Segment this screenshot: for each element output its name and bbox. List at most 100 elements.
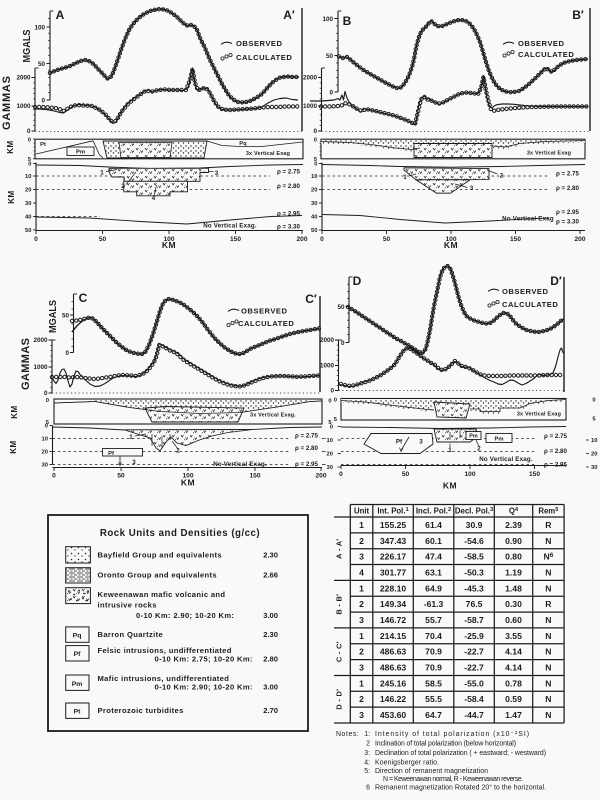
svg-text:Koenigsberger ratio.: Koenigsberger ratio.	[375, 760, 439, 767]
svg-text:2000: 2000	[16, 75, 31, 82]
svg-text:146.22: 146.22	[380, 694, 407, 704]
svg-text:70.4: 70.4	[425, 631, 442, 641]
svg-text:0: 0	[44, 390, 48, 397]
svg-text:A - A′: A - A′	[335, 539, 344, 559]
svg-text:47.4: 47.4	[425, 552, 442, 562]
svg-text:30.9: 30.9	[466, 520, 483, 530]
svg-text:0: 0	[339, 471, 343, 478]
svg-text:CALCULATED: CALCULATED	[502, 300, 558, 309]
svg-text:3:: 3:	[364, 750, 370, 757]
svg-text:3: 3	[132, 459, 136, 466]
svg-text:1: 1	[100, 169, 104, 176]
svg-text:228.10: 228.10	[380, 583, 407, 593]
svg-text:-22.7: -22.7	[464, 663, 484, 673]
svg-text:155.25: 155.25	[380, 520, 407, 530]
svg-text:Inclination of total polariza: Inclination of total polarization (below…	[375, 741, 516, 748]
svg-text:58.5: 58.5	[425, 678, 442, 688]
svg-text:GAMMAS: GAMMAS	[20, 338, 32, 390]
svg-text:3x Vertical Exag.: 3x Vertical Exag.	[250, 413, 296, 419]
svg-text:2: 2	[477, 446, 481, 453]
svg-text:4:: 4:	[364, 760, 370, 767]
svg-text:100: 100	[445, 236, 456, 243]
svg-text:3.00: 3.00	[263, 611, 278, 620]
svg-text:100: 100	[464, 471, 475, 478]
svg-text:ρ = 2.75: ρ = 2.75	[277, 168, 300, 175]
svg-text:Pt: Pt	[40, 142, 46, 148]
svg-text:0.90: 0.90	[505, 536, 522, 546]
svg-text:C′: C′	[305, 292, 317, 306]
svg-text:-54.6: -54.6	[464, 536, 484, 546]
svg-text:ρ = 2.80: ρ = 2.80	[556, 185, 579, 192]
svg-text:CALCULATED: CALCULATED	[238, 319, 294, 328]
svg-text:ρ = 2.75: ρ = 2.75	[295, 433, 318, 440]
svg-text:D′: D′	[550, 274, 562, 288]
svg-text:2.80: 2.80	[263, 655, 278, 664]
svg-text:0: 0	[52, 473, 56, 480]
svg-text:50: 50	[383, 236, 391, 243]
svg-text:C - C′: C - C′	[335, 641, 344, 662]
svg-text:Q4: Q4	[509, 507, 519, 516]
svg-text:1000: 1000	[303, 103, 318, 110]
svg-text:30: 30	[591, 465, 597, 471]
svg-text:0.78: 0.78	[505, 678, 522, 688]
svg-text:100: 100	[182, 473, 193, 480]
svg-text:10: 10	[42, 437, 48, 443]
svg-text:0: 0	[334, 398, 337, 404]
svg-text:2.70: 2.70	[263, 706, 278, 715]
svg-text:0: 0	[45, 424, 48, 430]
svg-text:N: N	[545, 615, 551, 625]
svg-text:55.7: 55.7	[425, 615, 442, 625]
svg-text:ρ = 2.80: ρ = 2.80	[277, 183, 300, 190]
svg-text:Pf: Pf	[74, 651, 82, 658]
svg-text:2: 2	[366, 741, 370, 748]
svg-text:3: 3	[359, 663, 364, 673]
svg-text:30: 30	[25, 201, 31, 207]
svg-text:3: 3	[419, 439, 423, 446]
svg-text:KM: KM	[443, 481, 457, 491]
svg-text:150: 150	[230, 236, 241, 243]
svg-text:4.14: 4.14	[505, 663, 522, 673]
svg-text:5: 5	[28, 157, 32, 163]
svg-text:4.14: 4.14	[505, 647, 522, 657]
svg-text:0-10 Km: 2.90; 10-20 Km:: 0-10 Km: 2.90; 10-20 Km:	[136, 611, 234, 620]
svg-text:N: N	[545, 536, 551, 546]
svg-text:KM: KM	[6, 140, 15, 153]
svg-text:OBSERVED: OBSERVED	[241, 307, 287, 316]
svg-text:50: 50	[38, 61, 46, 68]
svg-text:0: 0	[46, 398, 49, 404]
svg-text:0: 0	[28, 162, 31, 168]
svg-text:-44.7: -44.7	[464, 710, 484, 720]
svg-text:2: 2	[500, 173, 504, 180]
svg-text:486.63: 486.63	[380, 647, 407, 657]
svg-text:146.72: 146.72	[380, 615, 407, 625]
svg-text:No Vertical Exag.: No Vertical Exag.	[479, 456, 533, 463]
svg-text:486.63: 486.63	[380, 663, 407, 673]
svg-text:1: 1	[359, 583, 364, 593]
svg-text:0: 0	[34, 236, 38, 243]
svg-text:3.55: 3.55	[505, 631, 522, 641]
svg-text:Pf: Pf	[108, 451, 114, 457]
svg-text:N6: N6	[544, 552, 554, 562]
svg-text:20: 20	[42, 450, 48, 456]
svg-text:Decl. Pol.3: Decl. Pol.3	[455, 507, 494, 516]
svg-text:50: 50	[326, 53, 334, 60]
svg-text:KM: KM	[10, 405, 19, 418]
svg-text:76.5: 76.5	[466, 599, 483, 609]
svg-text:5:: 5:	[364, 768, 370, 775]
svg-text:MGALS: MGALS	[47, 300, 59, 333]
svg-text:KM: KM	[162, 240, 176, 250]
svg-text:0: 0	[320, 236, 324, 243]
svg-text:150: 150	[529, 471, 540, 478]
svg-text:No Vertical Exag.: No Vertical Exag.	[213, 461, 267, 468]
svg-text:N: N	[545, 710, 551, 720]
svg-text:CALCULATED: CALCULATED	[518, 50, 574, 59]
svg-text:2.30: 2.30	[263, 630, 278, 639]
svg-text:347.43: 347.43	[380, 536, 407, 546]
svg-text:-58.7: -58.7	[464, 615, 484, 625]
svg-text:Keweenawan mafic volcanic and: Keweenawan mafic volcanic and	[98, 590, 226, 599]
svg-text:150: 150	[249, 473, 260, 480]
svg-text:2: 2	[176, 448, 180, 455]
svg-text:N = Keweenawan normal, R - Ke: N = Keweenawan normal, R - Keweenawan re…	[383, 776, 523, 783]
svg-text:B′: B′	[572, 8, 584, 22]
svg-text:0: 0	[314, 138, 317, 144]
